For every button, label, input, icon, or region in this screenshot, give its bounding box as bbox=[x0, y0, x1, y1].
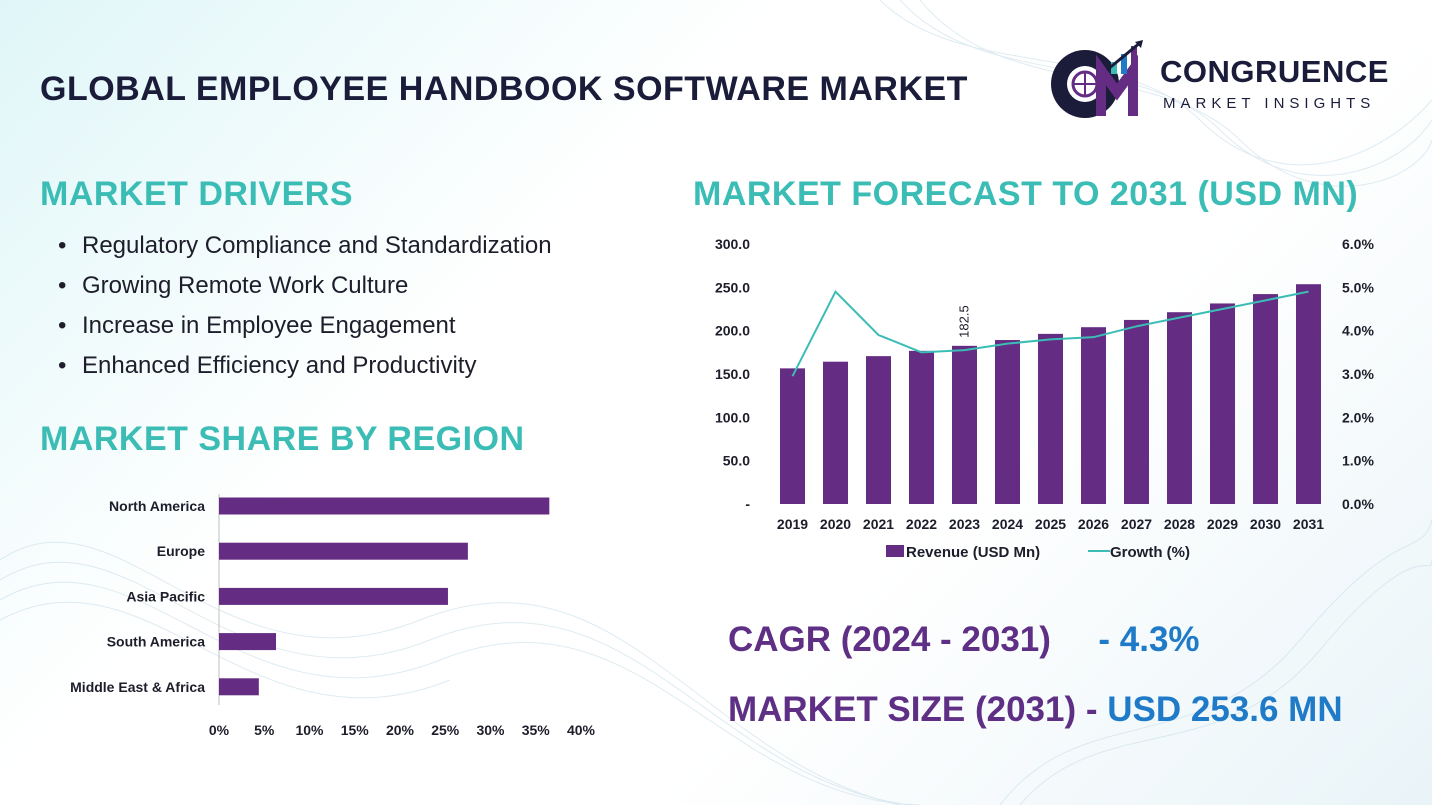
y-right-tick: 5.0% bbox=[1342, 279, 1374, 295]
bullet-icon: • bbox=[58, 312, 67, 339]
region-x-tick: 40% bbox=[567, 722, 596, 738]
revenue-bar bbox=[780, 368, 805, 504]
market-size-value: USD 253.6 MN bbox=[1107, 690, 1343, 729]
region-label: Europe bbox=[157, 543, 205, 559]
legend-label-growth: Growth (%) bbox=[1110, 544, 1190, 561]
region-x-tick: 5% bbox=[254, 722, 275, 738]
region-label: South America bbox=[107, 634, 205, 650]
brand-logo: CONGRUENCE MARKET INSIGHTS bbox=[1045, 40, 1395, 120]
driver-text: Increase in Employee Engagement bbox=[82, 312, 456, 339]
region-bar bbox=[219, 678, 259, 696]
region-x-tick: 10% bbox=[295, 722, 324, 738]
market-size-dash: - bbox=[1085, 690, 1098, 729]
driver-item: • Increase in Employee Engagement bbox=[58, 308, 552, 348]
region-label: North America bbox=[109, 498, 205, 514]
region-x-tick: 0% bbox=[209, 722, 230, 738]
x-tick-year: 2025 bbox=[1035, 516, 1066, 532]
drivers-list: • Regulatory Compliance and Standardizati… bbox=[58, 228, 552, 388]
x-tick-year: 2019 bbox=[777, 516, 808, 532]
region-x-tick: 15% bbox=[341, 722, 370, 738]
cagr-label: CAGR (2024 - 2031) bbox=[728, 620, 1051, 659]
revenue-bar bbox=[866, 356, 891, 504]
logo-mark-icon bbox=[1051, 40, 1143, 118]
growth-line bbox=[791, 289, 1309, 377]
y-right-tick: 6.0% bbox=[1342, 236, 1374, 252]
driver-text: Growing Remote Work Culture bbox=[82, 272, 409, 299]
x-tick-year: 2028 bbox=[1164, 516, 1195, 532]
revenue-bar bbox=[952, 345, 977, 504]
logo-tagline: MARKET INSIGHTS bbox=[1163, 95, 1376, 112]
market-size-summary: MARKET SIZE (2031) - USD 253.6 MN bbox=[728, 690, 1343, 730]
x-tick-year: 2026 bbox=[1078, 516, 1109, 532]
y-left-tick: 50.0 bbox=[723, 453, 750, 469]
revenue-bar bbox=[1253, 294, 1278, 504]
driver-item: • Regulatory Compliance and Standardizati… bbox=[58, 228, 552, 268]
x-tick-year: 2020 bbox=[820, 516, 851, 532]
forecast-chart: - 50.0 100.0 150.0 200.0 250.0 300.0 0.0% 1.0% 2.… bbox=[715, 236, 1375, 561]
y-left-tick: 100.0 bbox=[715, 409, 750, 425]
revenue-bar bbox=[995, 340, 1020, 504]
y-right-tick: 0.0% bbox=[1342, 496, 1374, 512]
x-tick-year: 2021 bbox=[863, 516, 894, 532]
drivers-heading: MARKET DRIVERS bbox=[40, 175, 354, 213]
bullet-icon: • bbox=[58, 232, 67, 259]
revenue-bar bbox=[1124, 319, 1149, 504]
y-left-tick: 300.0 bbox=[715, 236, 750, 252]
region-bar bbox=[219, 587, 448, 605]
x-tick-year: 2031 bbox=[1293, 516, 1324, 532]
region-label: Middle East & Africa bbox=[70, 679, 205, 695]
region-share-chart: North America Europe Asia Pacific South Ame… bbox=[70, 494, 596, 738]
x-tick-year: 2030 bbox=[1250, 516, 1281, 532]
revenue-bar bbox=[1296, 284, 1321, 504]
y-right-tick: 3.0% bbox=[1342, 366, 1374, 382]
bullet-icon: • bbox=[58, 272, 67, 299]
x-tick-year: 2022 bbox=[906, 516, 937, 532]
region-x-tick: 30% bbox=[476, 722, 505, 738]
y-right-tick: 1.0% bbox=[1342, 453, 1374, 469]
region-x-tick: 25% bbox=[431, 722, 460, 738]
y-left-tick: 150.0 bbox=[715, 366, 750, 382]
revenue-bar bbox=[1167, 312, 1192, 504]
x-tick-year: 2023 bbox=[949, 516, 980, 532]
market-size-label: MARKET SIZE (2031) bbox=[728, 690, 1077, 729]
revenue-bar bbox=[1038, 333, 1063, 504]
y-right-tick: 4.0% bbox=[1342, 323, 1374, 339]
region-bar bbox=[219, 633, 277, 651]
driver-text: Enhanced Efficiency and Productivity bbox=[82, 352, 477, 379]
bar-data-label: 182.5 bbox=[957, 305, 972, 338]
cagr-value: - 4.3% bbox=[1098, 620, 1200, 659]
driver-item: • Growing Remote Work Culture bbox=[58, 268, 552, 308]
y-left-tick: 250.0 bbox=[715, 279, 750, 295]
bullet-icon: • bbox=[58, 352, 67, 379]
legend-swatch-revenue bbox=[886, 545, 904, 557]
forecast-heading: MARKET FORECAST TO 2031 (USD MN) bbox=[693, 175, 1359, 213]
page-title: GLOBAL EMPLOYEE HANDBOOK SOFTWARE MARKET bbox=[40, 70, 968, 108]
region-x-tick: 20% bbox=[386, 722, 415, 738]
legend-label-revenue: Revenue (USD Mn) bbox=[906, 544, 1040, 561]
y-left-tick: 200.0 bbox=[715, 323, 750, 339]
y-right-tick: 2.0% bbox=[1342, 409, 1374, 425]
y-left-tick: - bbox=[745, 496, 750, 512]
revenue-bar bbox=[909, 350, 934, 504]
region-bar bbox=[219, 497, 550, 515]
revenue-bar bbox=[823, 361, 848, 504]
revenue-bar bbox=[1081, 327, 1106, 504]
x-tick-year: 2029 bbox=[1207, 516, 1238, 532]
region-label: Asia Pacific bbox=[126, 588, 205, 604]
share-heading: MARKET SHARE BY REGION bbox=[40, 420, 525, 458]
cagr-summary: CAGR (2024 - 2031) - 4.3% bbox=[728, 620, 1200, 660]
region-x-tick: 35% bbox=[522, 722, 551, 738]
x-tick-year: 2027 bbox=[1121, 516, 1152, 532]
driver-text: Regulatory Compliance and Standardizatio… bbox=[82, 232, 552, 259]
x-tick-year: 2024 bbox=[992, 516, 1023, 532]
revenue-bar bbox=[1210, 303, 1235, 504]
logo-name: CONGRUENCE bbox=[1160, 54, 1389, 89]
driver-item: • Enhanced Efficiency and Productivity bbox=[58, 348, 552, 388]
region-bar bbox=[219, 542, 468, 560]
